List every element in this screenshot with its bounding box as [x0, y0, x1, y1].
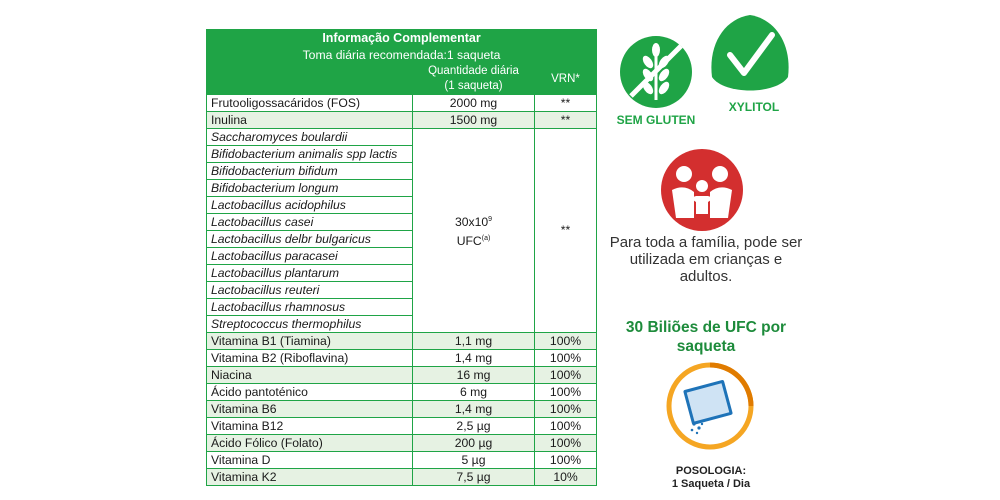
table-row: Inulina 1500 mg ** [206, 111, 598, 129]
nutrient-quantity: 16 mg [412, 366, 535, 384]
nutrient-quantity: 2000 mg [412, 94, 535, 112]
nutrient-quantity: 1,4 mg [412, 400, 535, 418]
strains-quantity: 30x109 UFC(a) [412, 128, 535, 333]
nutrient-quantity: 1,1 mg [412, 332, 535, 350]
nutrient-name: Vitamina K2 [206, 468, 413, 486]
strain-name: Saccharomyces boulardii [206, 128, 413, 146]
gluten-free-badge: SEM GLUTEN [617, 36, 696, 127]
powder-dots [690, 422, 704, 435]
strain-name: Lactobacillus acidophilus [206, 196, 413, 214]
nutrient-vrn: 100% [533, 451, 598, 469]
xylitol-label: XYLITOL [729, 100, 779, 114]
nutrient-name: Vitamina B12 [206, 417, 413, 435]
check-icon [727, 32, 775, 76]
strain-name: Lactobacillus reuteri [206, 281, 413, 299]
table-header-row: Quantidade diária (1 saqueta) VRN* [206, 63, 598, 95]
nutrient-name: Niacina [206, 366, 413, 384]
header-vrn: VRN* [533, 63, 598, 95]
strain-name: Lactobacillus delbr bulgaricus [206, 230, 413, 248]
strain-name: Bifidobacterium bifidum [206, 162, 413, 180]
nutrient-quantity: 7,5 µg [412, 468, 535, 486]
table-row: Frutooligossacáridos (FOS) 2000 mg ** [206, 94, 598, 112]
table-row: Vitamina B2 (Riboflavina) 1,4 mg 100% [206, 349, 598, 367]
strains-vrn: ** [533, 128, 598, 333]
strain-name: Lactobacillus paracasei [206, 247, 413, 265]
header-quantity-line1: Quantidade diária [428, 65, 519, 77]
strain-row: Lactobacillus rhamnosus [206, 298, 597, 316]
table-title-row: Informação Complementar [205, 29, 598, 47]
strain-row: Saccharomyces boulardii 30x109 UFC(a) ** [206, 128, 598, 333]
strain-name: Lactobacillus casei [206, 213, 413, 231]
strain-row: Lactobacillus casei [206, 213, 597, 231]
posology: POSOLOGIA: 1 Saqueta / Dia [636, 465, 786, 491]
nutrient-quantity: 6 mg [412, 383, 535, 401]
table-row: Vitamina K2 7,5 µg 10% [206, 468, 598, 486]
nutrient-name: Vitamina B2 (Riboflavina) [206, 349, 413, 367]
nutrient-vrn: 100% [533, 366, 598, 384]
ufc-highlight: 30 Biliões de UFC por saqueta [625, 319, 787, 355]
nutrient-vrn: ** [533, 111, 598, 129]
posology-detail: 1 Saqueta / Dia [671, 478, 751, 490]
family-figures [672, 166, 732, 218]
nutrient-name: Ácido Fólico (Folato) [206, 434, 413, 452]
family-description: Para toda a família, pode ser utilizada … [609, 234, 803, 285]
table-row: Ácido Fólico (Folato) 200 µg 100% [206, 434, 598, 452]
table-row: Vitamina B6 1,4 mg 100% [206, 400, 598, 418]
nutrient-quantity: 1500 mg [412, 111, 535, 129]
nutrient-vrn: 100% [533, 332, 598, 350]
strain-name: Lactobacillus rhamnosus [206, 298, 413, 316]
nutrient-name: Ácido pantoténico [206, 383, 413, 401]
header-empty [206, 63, 413, 95]
table-row: Vitamina B12 2,5 µg 100% [206, 417, 598, 435]
table-row: Vitamina B1 (Tiamina) 1,1 mg 100% [206, 332, 598, 350]
strains-qty-base: 30x10 [454, 215, 489, 230]
leaf-icon [711, 15, 789, 91]
gluten-label: SEM GLUTEN [617, 113, 696, 127]
nutrient-vrn: 100% [533, 400, 598, 418]
nutrient-name: Vitamina B6 [206, 400, 413, 418]
table-subtitle: Toma diária recomendada:1 saqueta [205, 46, 598, 64]
nutrition-table: Informação Complementar Toma diária reco… [205, 29, 598, 486]
nutrient-name: Vitamina D [206, 451, 413, 469]
table-row: Niacina 16 mg 100% [206, 366, 598, 384]
nutrient-vrn: 100% [533, 349, 598, 367]
strike-line [629, 44, 683, 98]
nutrient-vrn: ** [533, 94, 598, 112]
nutrient-vrn: 10% [533, 468, 598, 486]
posology-title: POSOLOGIA: [675, 465, 747, 477]
header-quantity: Quantidade diária (1 saqueta) [412, 63, 535, 95]
strains-qty-unit: UFC [456, 233, 482, 248]
table-subtitle-row: Toma diária recomendada:1 saqueta [205, 46, 598, 64]
nutrient-vrn: 100% [533, 434, 598, 452]
strain-name: Bifidobacterium animalis spp lactis [206, 145, 413, 163]
strains-qty-exp: 9 [488, 216, 493, 224]
sachet-icon [666, 362, 754, 450]
strain-name: Bifidobacterium longum [206, 179, 413, 197]
strains-qty-note: (a) [481, 234, 491, 242]
nutrient-name: Inulina [206, 111, 413, 129]
nutrient-vrn: 100% [533, 417, 598, 435]
strain-name: Streptococcus thermophilus [206, 315, 413, 333]
strain-name: Lactobacillus plantarum [206, 264, 413, 282]
nutrient-name: Frutooligossacáridos (FOS) [206, 94, 413, 112]
header-quantity-line2: (1 saqueta) [444, 80, 503, 92]
nutrient-quantity: 5 µg [412, 451, 535, 469]
sachet-packet [683, 380, 733, 425]
table-row: Ácido pantoténico 6 mg 100% [206, 383, 598, 401]
table-title: Informação Complementar [205, 29, 598, 47]
xylitol-badge: XYLITOL [711, 15, 789, 114]
strain-row: Lactobacillus reuteri [206, 281, 597, 299]
nutrient-quantity: 1,4 mg [412, 349, 535, 367]
nutrient-quantity: 2,5 µg [412, 417, 535, 435]
nutrient-name: Vitamina B1 (Tiamina) [206, 332, 413, 350]
nutrient-vrn: 100% [533, 383, 598, 401]
nutrient-quantity: 200 µg [412, 434, 535, 452]
family-icon [661, 149, 743, 231]
